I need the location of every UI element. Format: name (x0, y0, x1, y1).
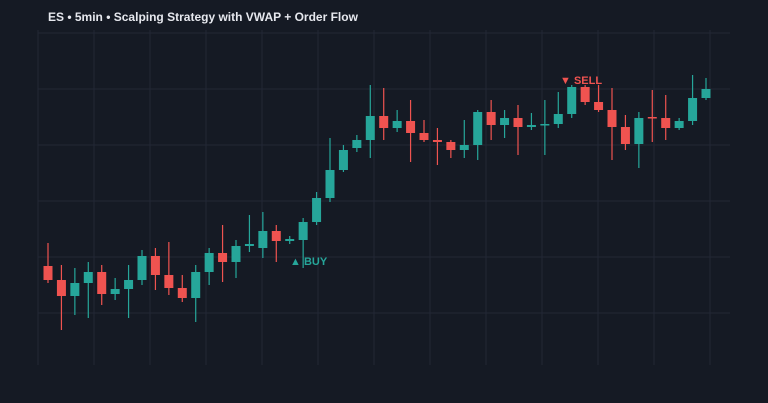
candle-body (164, 275, 174, 288)
candle-body (446, 142, 456, 150)
candle-body (258, 231, 268, 248)
candle-body (110, 289, 120, 294)
candle-body (500, 118, 510, 125)
grid (37, 30, 730, 365)
candle-body (594, 102, 604, 110)
candle-body (688, 98, 698, 121)
candle-body (218, 253, 228, 262)
candle-body (271, 231, 281, 241)
candle-body (620, 127, 630, 144)
candle-body (312, 198, 322, 222)
candle-body (473, 112, 483, 145)
candle-body (124, 280, 134, 289)
candle-body (647, 117, 657, 119)
candle-body (486, 112, 496, 125)
candle-body (419, 133, 429, 140)
candle-body (70, 283, 80, 296)
candle-body (661, 118, 671, 128)
candle-body (392, 121, 402, 128)
candle-body (607, 110, 617, 127)
candle-body (513, 118, 523, 127)
candle-body (244, 244, 254, 246)
candle-body (177, 288, 187, 298)
candle-body (325, 170, 335, 198)
candle-body (150, 256, 160, 275)
candle-body (43, 266, 53, 280)
candle-body (406, 121, 416, 133)
candle-body (97, 272, 107, 294)
candle-body (137, 256, 147, 280)
candle-body (540, 124, 550, 126)
buy-annotation: ▲ BUY (290, 256, 328, 268)
candle-body (432, 140, 442, 142)
candle-body (231, 246, 241, 262)
candle-body (83, 272, 93, 283)
candle-body (634, 118, 644, 144)
candle-body (56, 280, 66, 296)
candle-body (553, 114, 563, 124)
candle-body (365, 116, 375, 140)
candle-body (459, 145, 469, 150)
candle-body (526, 125, 536, 127)
candle-body (298, 222, 308, 240)
candle-body (285, 239, 295, 241)
candles (43, 75, 711, 330)
candle-body (352, 140, 362, 148)
candle-body (191, 272, 201, 298)
candle-body (379, 116, 389, 128)
candle-body (204, 253, 214, 272)
candle-body (338, 150, 348, 170)
chart-title: ES • 5min • Scalping Strategy with VWAP … (48, 10, 359, 24)
candle-body (701, 89, 711, 98)
candle-body (674, 121, 684, 128)
candle-body (580, 87, 590, 102)
sell-annotation: ▼ SELL (560, 75, 602, 87)
candle-body (567, 87, 577, 114)
